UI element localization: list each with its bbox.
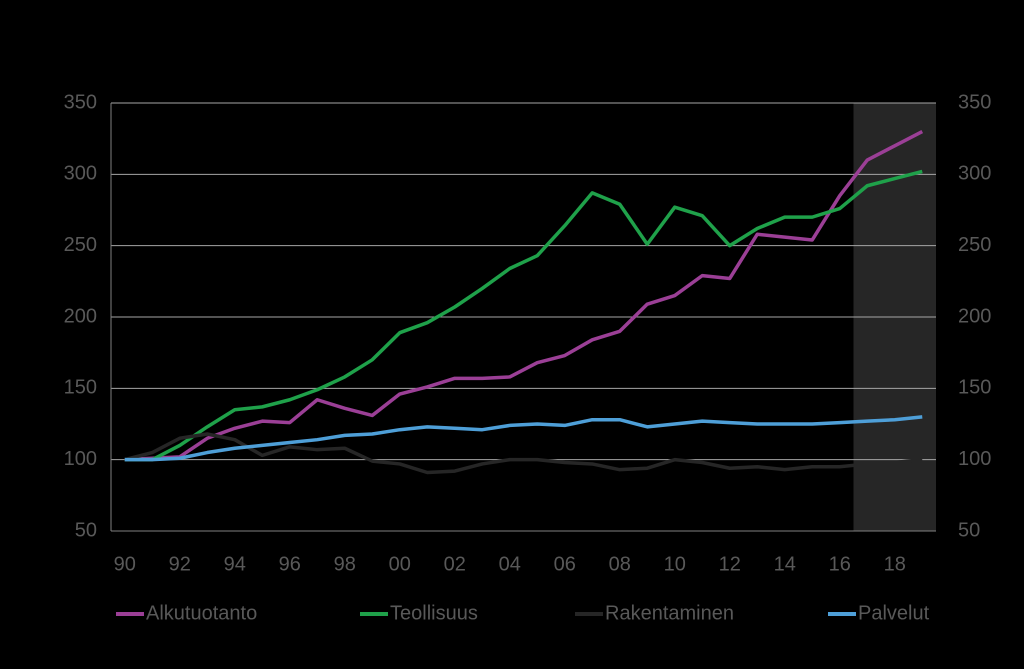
y-tick-label: 100: [64, 448, 97, 470]
y-tick-label: 50: [75, 519, 97, 541]
x-tick-label: 08: [609, 553, 631, 575]
y-tick-label: 300: [64, 163, 97, 185]
x-tick-label: 02: [444, 553, 466, 575]
x-tick-label: 14: [774, 553, 796, 575]
y-tick-label: 250: [64, 234, 97, 256]
legend-label: Rakentaminen: [605, 602, 734, 624]
x-tick-label: 92: [169, 553, 191, 575]
y2-tick-label: 300: [958, 163, 991, 185]
y2-tick-label: 100: [958, 448, 991, 470]
x-tick-label: 98: [334, 553, 356, 575]
legend-label: Teollisuus: [390, 602, 478, 624]
legend-label: Palvelut: [858, 602, 930, 624]
y2-tick-label: 150: [958, 377, 991, 399]
y2-tick-label: 350: [958, 91, 991, 113]
x-tick-label: 96: [279, 553, 301, 575]
x-tick-label: 00: [389, 553, 411, 575]
y2-tick-label: 50: [958, 519, 980, 541]
series-line: [124, 129, 924, 462]
x-tick-label: 04: [499, 553, 521, 575]
y2-tick-label: 200: [958, 305, 991, 327]
x-tick-label: 16: [829, 553, 851, 575]
legend-label: Alkutuotanto: [146, 602, 257, 624]
x-tick-label: 06: [554, 553, 576, 575]
x-tick-label: 12: [719, 553, 741, 575]
y-tick-label: 150: [64, 377, 97, 399]
x-tick-label: 18: [884, 553, 906, 575]
y-tick-label: 350: [64, 91, 97, 113]
series-line: [124, 169, 923, 462]
series-line: [124, 432, 923, 475]
series-line: [124, 415, 923, 462]
y2-tick-label: 250: [958, 234, 991, 256]
x-tick-label: 90: [114, 553, 136, 575]
x-tick-label: 94: [224, 553, 246, 575]
y-tick-label: 200: [64, 305, 97, 327]
x-tick-label: 10: [664, 553, 686, 575]
